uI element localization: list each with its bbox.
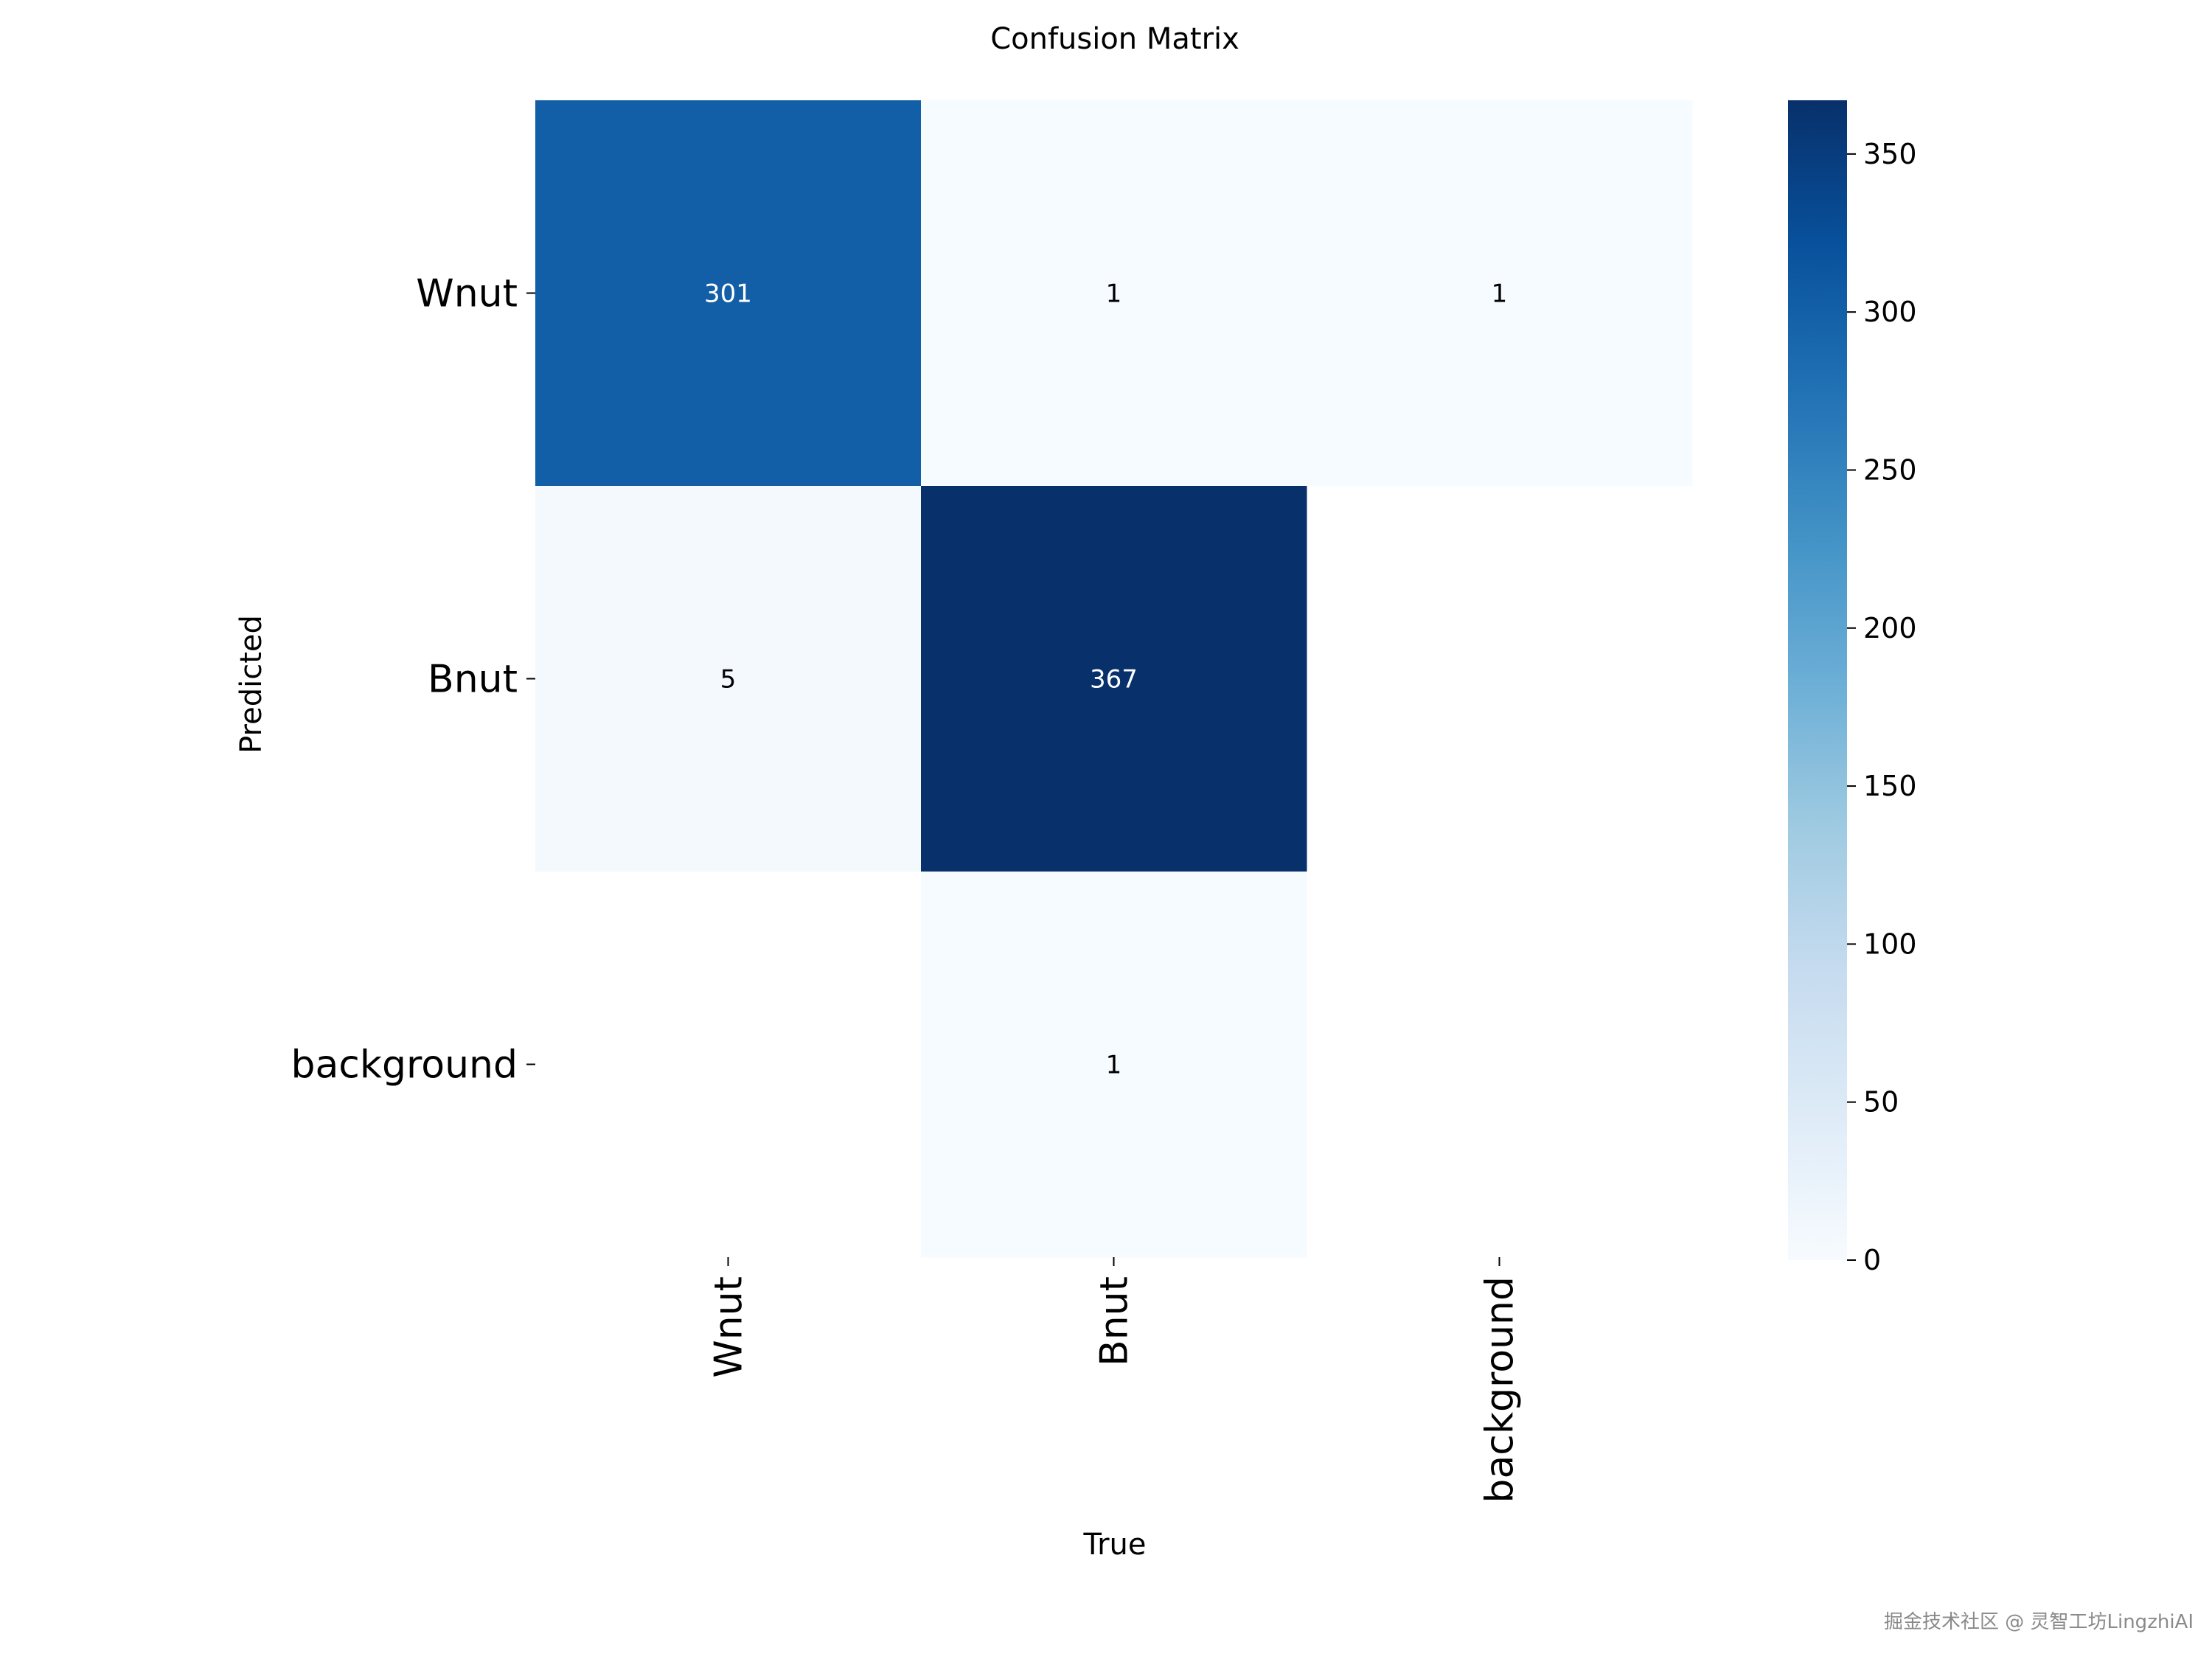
heatmap-cell-1-0: [535, 486, 922, 872]
colorbar-gradient: [1788, 100, 1847, 1260]
colorbar-tick-label-7: 350: [1863, 138, 1917, 170]
x-tick-label-0: Wnut: [707, 1276, 751, 1378]
cell-value-label-1-0: 5: [720, 665, 737, 695]
x-tick-label-2: background: [1478, 1276, 1523, 1503]
colorbar-tick-label-3: 150: [1863, 770, 1917, 802]
cell-value-label-1-1: 367: [1090, 665, 1138, 695]
colorbar: 0 50 100 150 200 250 300 350: [1788, 100, 1917, 1276]
colorbar-ticks: 0 50 100 150 200 250 300 350: [1847, 138, 1917, 1276]
x-tick-label-1: Bnut: [1093, 1276, 1137, 1366]
heatmap-cell-0-0: [535, 100, 922, 487]
cell-value-label-0-2: 1: [1492, 279, 1508, 309]
colorbar-tick-label-2: 100: [1863, 928, 1917, 960]
colorbar-tick-label-1: 50: [1863, 1086, 1899, 1119]
heatmap-cell-2-1: [921, 872, 1307, 1258]
cell-value-label-0-0: 301: [704, 279, 752, 309]
heatmap-cell-0-1: [921, 100, 1307, 487]
x-axis-label: True: [1083, 1528, 1147, 1562]
chart-title: Confusion Matrix: [990, 22, 1239, 56]
heatmap-cells: [535, 100, 1693, 1258]
y-axis-ticks: Wnut Bnut background: [291, 272, 535, 1088]
colorbar-tick-label-5: 250: [1863, 453, 1917, 486]
y-tick-label-1: Bnut: [428, 658, 518, 702]
y-tick-label-2: background: [291, 1043, 518, 1088]
y-tick-label-0: Wnut: [416, 272, 518, 316]
colorbar-tick-label-0: 0: [1863, 1244, 1881, 1276]
heatmap-cell-labels: 301 1 1 5 367 1: [704, 279, 1507, 1080]
y-axis-label: Predicted: [234, 615, 268, 754]
x-axis-ticks: Wnut Bnut background: [707, 1257, 1523, 1503]
cell-value-label-0-1: 1: [1106, 279, 1122, 309]
colorbar-tick-label-4: 200: [1863, 612, 1917, 644]
heatmap-cell-1-1: [921, 486, 1307, 872]
cell-value-label-2-1: 1: [1106, 1051, 1122, 1080]
heatmap-cell-0-2: [1307, 100, 1693, 487]
watermark-text: 掘金技术社区 @ 灵智工坊LingzhiAI: [1884, 1611, 2194, 1633]
colorbar-tick-label-6: 300: [1863, 296, 1917, 328]
